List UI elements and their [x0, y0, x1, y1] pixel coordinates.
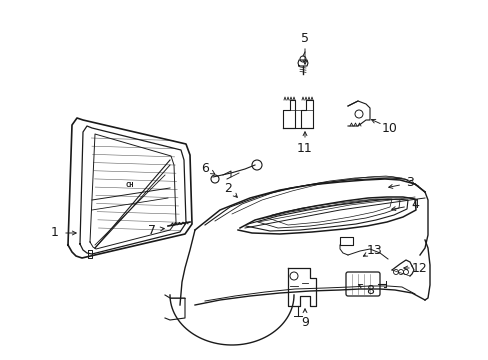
- Text: 8: 8: [365, 284, 373, 297]
- Text: 11: 11: [297, 141, 312, 154]
- Text: 10: 10: [381, 122, 397, 135]
- Text: 5: 5: [301, 31, 308, 45]
- Text: 12: 12: [411, 261, 427, 274]
- Text: 9: 9: [301, 315, 308, 328]
- Text: 13: 13: [366, 243, 382, 256]
- Text: 3: 3: [405, 176, 413, 189]
- Text: CH: CH: [125, 182, 134, 188]
- Text: 2: 2: [224, 181, 231, 194]
- Text: 6: 6: [201, 162, 208, 175]
- Text: 4: 4: [410, 198, 418, 211]
- Text: 1: 1: [51, 226, 59, 239]
- Text: 7: 7: [148, 224, 156, 237]
